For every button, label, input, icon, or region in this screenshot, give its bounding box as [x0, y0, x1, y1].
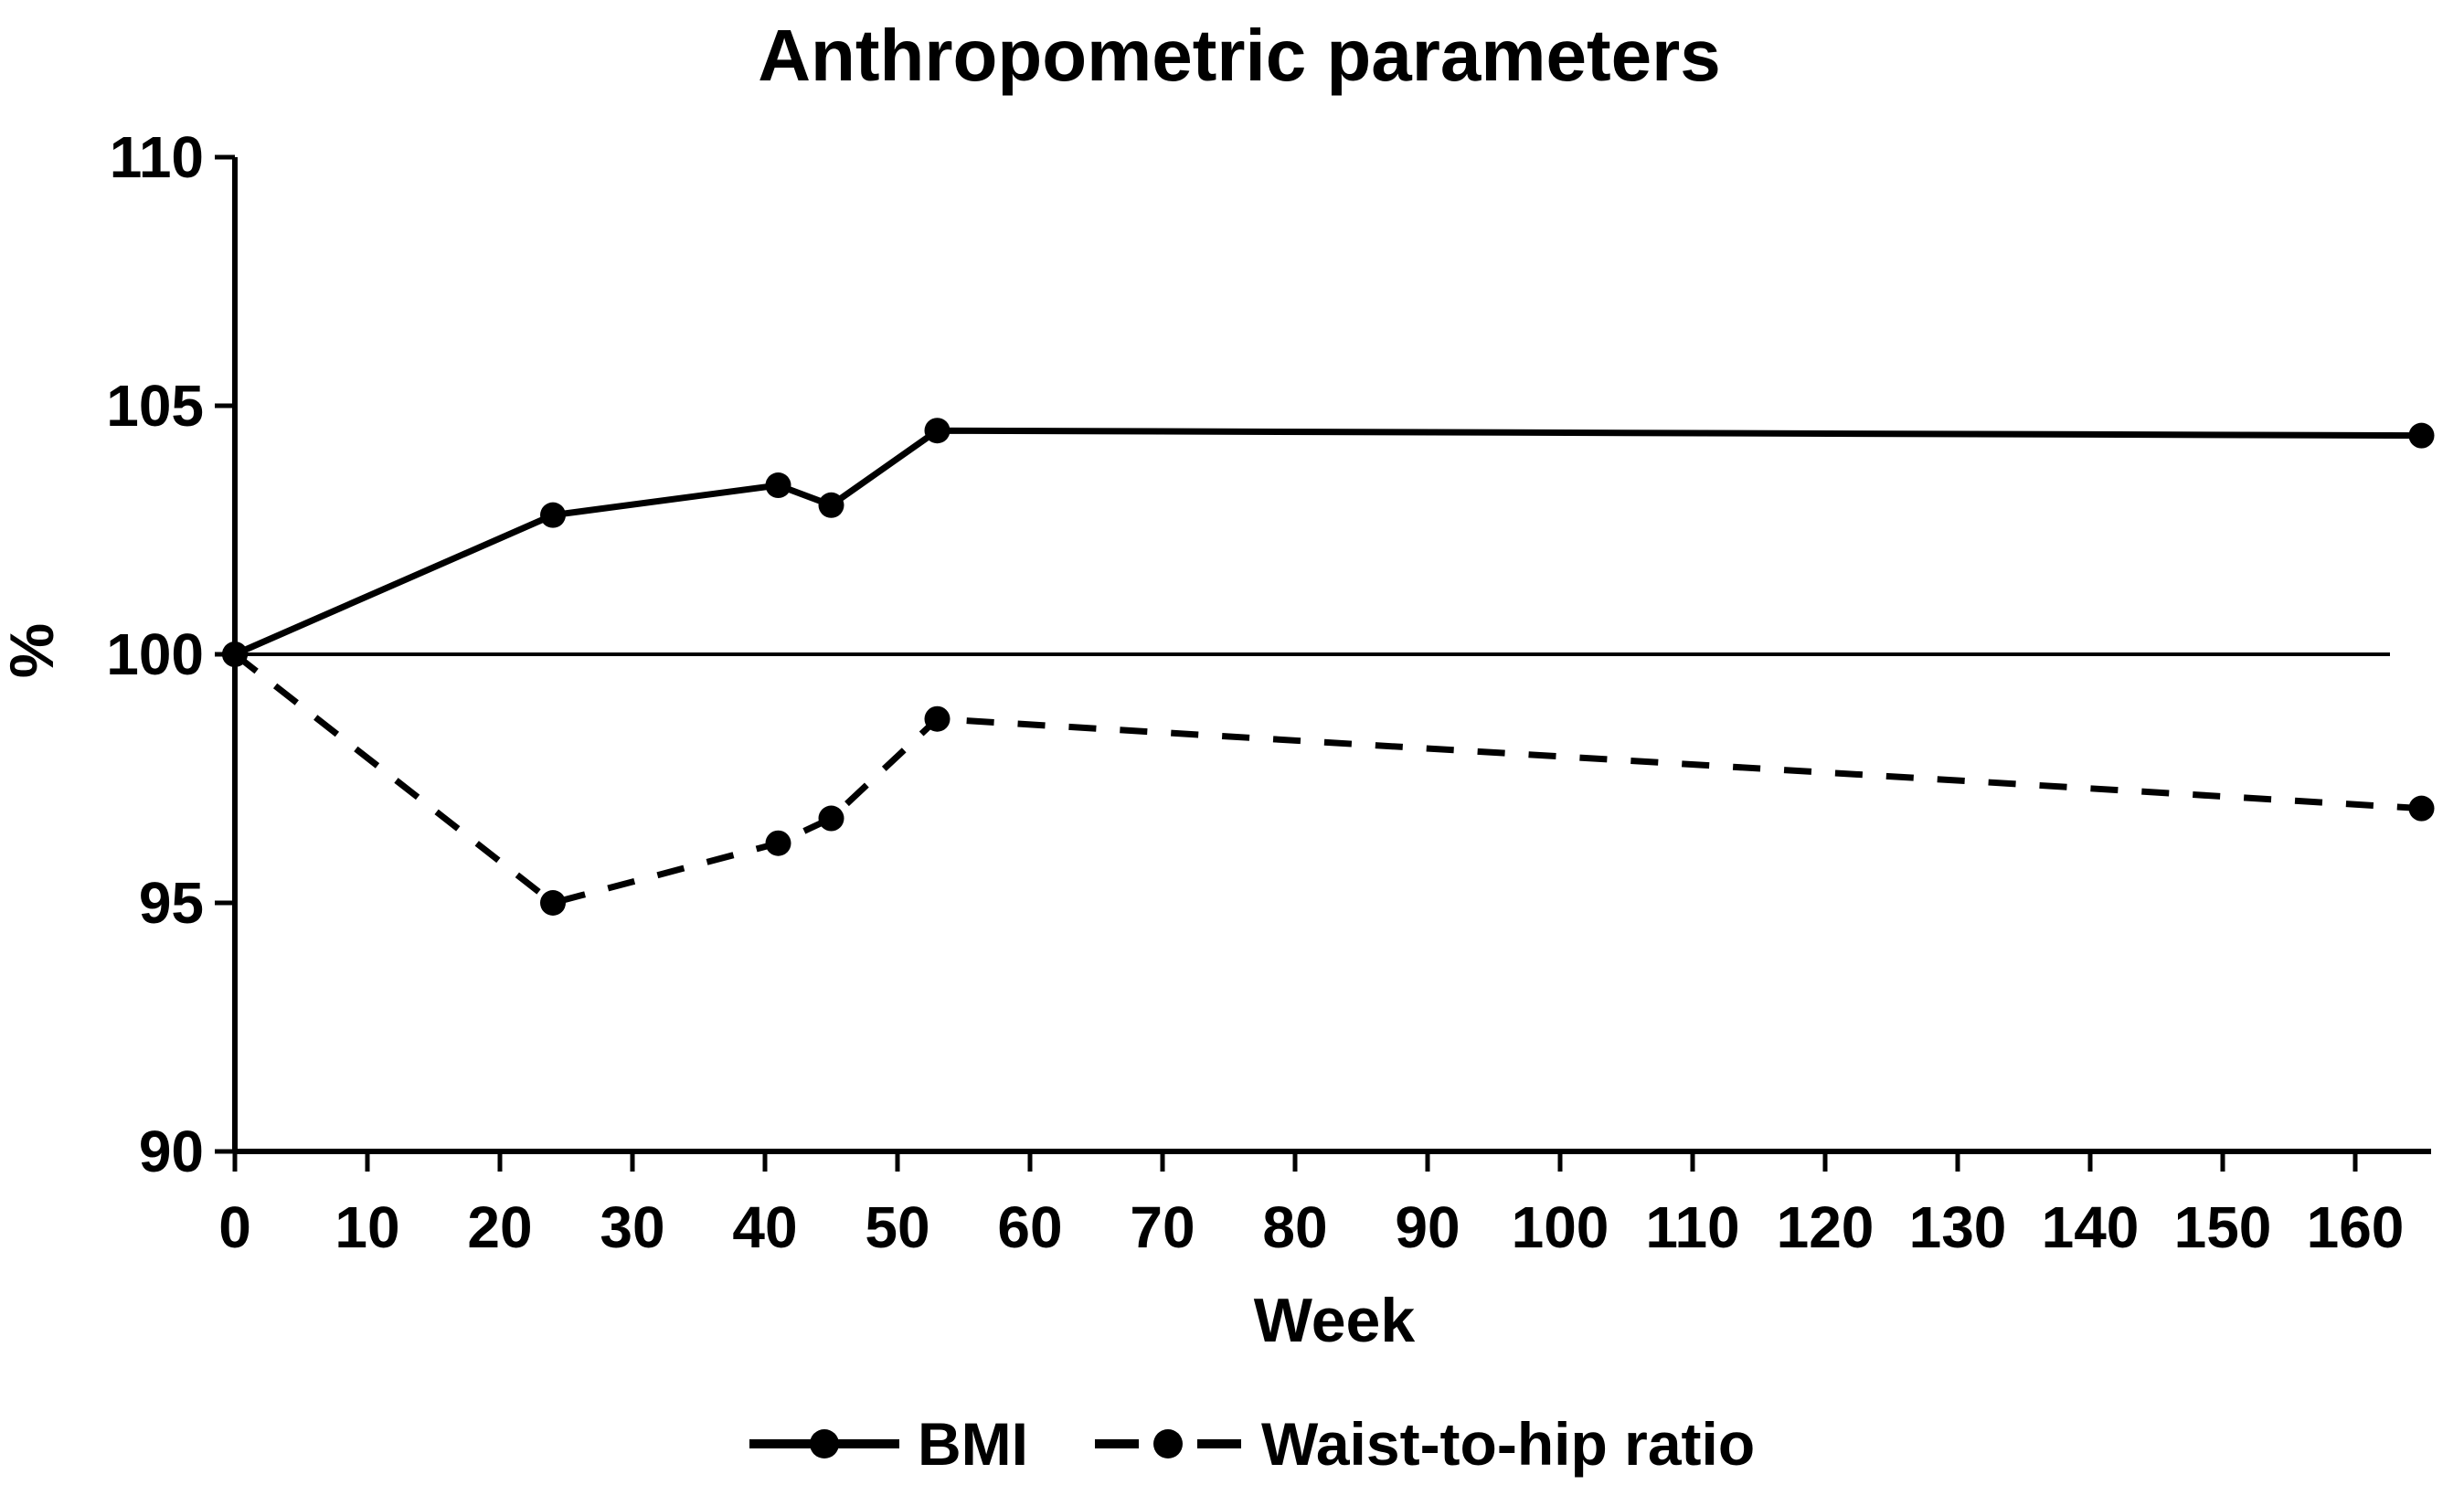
series-line-waist-to-hip-ratio [232, 652, 2422, 907]
chart-legend: BMI Waist-to-hip ratio [749, 1410, 1755, 1478]
data-point-waist-to-hip-ratio [540, 890, 566, 916]
y-tick-label: 110 [110, 124, 204, 190]
data-point-bmi [540, 502, 566, 528]
y-tick-label: 95 [139, 870, 204, 936]
legend-label-bmi: BMI [918, 1410, 1028, 1478]
chart-title: Anthropometric parameters [758, 15, 1721, 96]
x-tick-label: 100 [1512, 1194, 1609, 1260]
x-tick-label: 130 [1909, 1194, 2007, 1260]
data-point-bmi [2408, 422, 2435, 449]
x-tick-label: 60 [997, 1194, 1062, 1260]
x-tick-label: 110 [1645, 1194, 1739, 1260]
legend-whr-marker-icon [1153, 1429, 1183, 1458]
x-tick-label: 160 [2307, 1194, 2405, 1260]
y-tick-label: 90 [139, 1119, 204, 1184]
y-tick-label: 105 [106, 373, 204, 439]
data-point-waist-to-hip-ratio [2408, 795, 2435, 822]
legend-bmi-marker-icon [810, 1429, 839, 1458]
data-point-bmi [818, 492, 844, 518]
x-axis-label: Week [1254, 1286, 1416, 1355]
x-tick-label: 0 [218, 1194, 251, 1260]
legend-label-waist-to-hip-ratio: Waist-to-hip ratio [1261, 1410, 1755, 1478]
x-tick-label: 30 [600, 1194, 664, 1260]
x-tick-label: 40 [732, 1194, 797, 1260]
plot-area: 90 95 100 105 110 0 10 20 30 40 50 60 70 80 90 100 110 12… [106, 124, 2435, 1260]
data-point-waist-to-hip-ratio [818, 805, 844, 832]
x-tick-label: 20 [467, 1194, 532, 1260]
series-line-bmi [233, 427, 2422, 658]
x-tick-label: 90 [1395, 1194, 1460, 1260]
x-tick-label: 140 [2042, 1194, 2140, 1260]
x-tick-label: 50 [865, 1194, 929, 1260]
x-tick-label: 80 [1262, 1194, 1327, 1260]
data-point-waist-to-hip-ratio [222, 642, 248, 667]
x-tick-label: 150 [2174, 1194, 2272, 1260]
data-point-waist-to-hip-ratio [765, 830, 791, 856]
data-point-bmi [765, 472, 791, 499]
data-point-waist-to-hip-ratio [924, 705, 951, 732]
y-axis-label: % [0, 623, 67, 678]
x-tick-label: 70 [1130, 1194, 1195, 1260]
x-tick-label: 120 [1777, 1194, 1875, 1260]
x-tick-label: 10 [335, 1194, 399, 1260]
y-tick-label: 100 [106, 621, 204, 687]
data-point-bmi [924, 418, 951, 444]
